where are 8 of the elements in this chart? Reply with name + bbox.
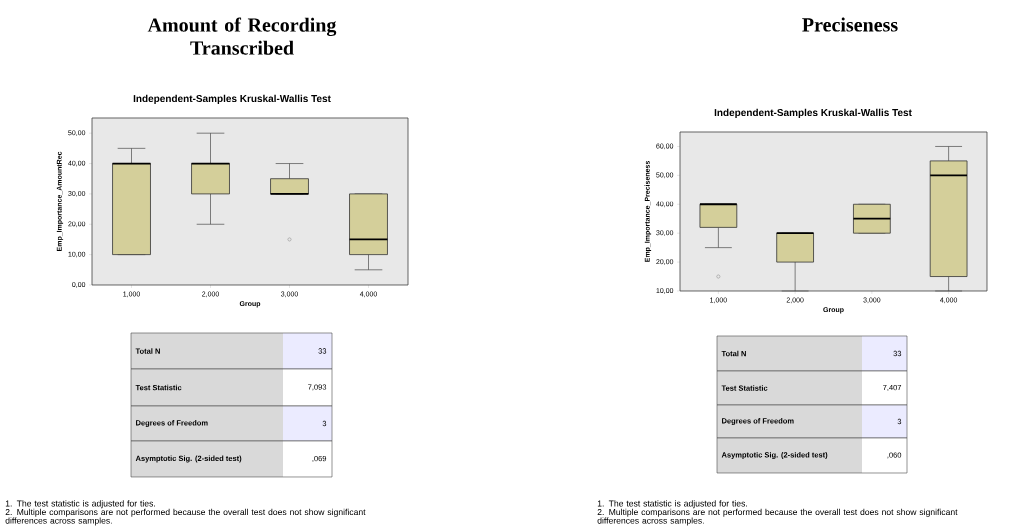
- chart-subtitle: Independent-Samples Kruskal-Wallis Test: [714, 108, 912, 119]
- chart-title: Preciseness: [802, 17, 898, 32]
- text: 2. Multiple comparisons are not performed because the overall test does not show significant differences across samples.: [597, 508, 958, 526]
- text: 2. Multiple comparisons are not performed because the overall test does not show significant differences across samples.: [5, 508, 366, 526]
- text: 1. The test statistic is adjusted for ties.: [597, 500, 747, 509]
- text: 1. The test statistic is adjusted for ties.: [5, 500, 155, 509]
- chart-title: Amount of Recording Transcribed: [147, 17, 337, 55]
- chart-subtitle: Independent-Samples Kruskal-Wallis Test: [133, 94, 331, 105]
